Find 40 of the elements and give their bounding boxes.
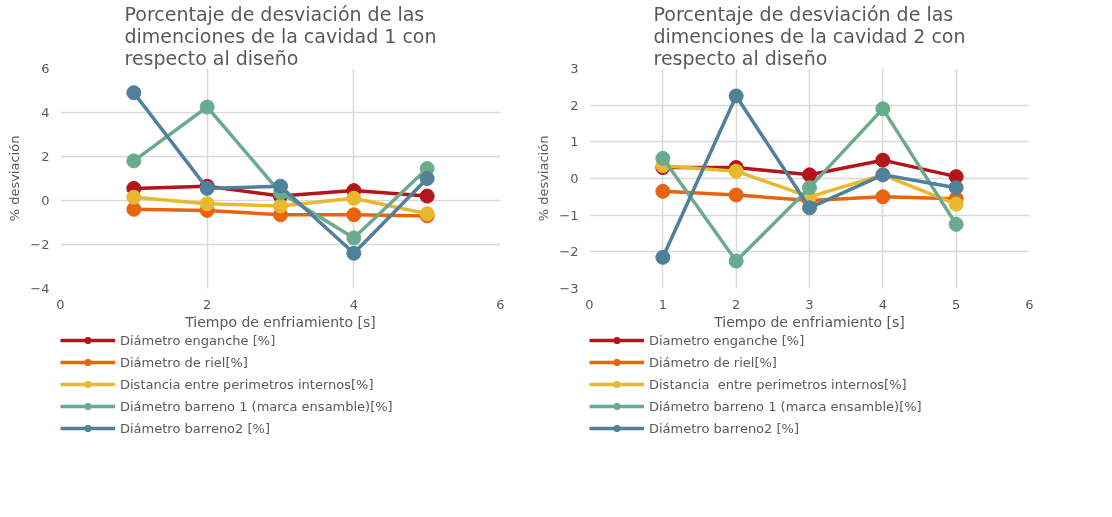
x-tick-label: 1 <box>658 296 667 312</box>
legend-label: Diámetro barreno 1 (marca ensamble)[%] <box>120 398 393 414</box>
chart-title: Porcentaje de desviación de las dimenciones de la cavidad 1 con respecto al diseño <box>124 2 437 69</box>
legend-label: Diámetro de riel[%] <box>120 354 248 370</box>
y-tick-label: 3 <box>570 61 579 76</box>
y-tick-label: 1 <box>570 134 579 150</box>
x-tick-label: 6 <box>496 296 505 312</box>
y-tick-label: 6 <box>41 61 50 76</box>
y-axis-title: % desviación <box>536 135 552 222</box>
y-tick-label: 4 <box>41 105 50 120</box>
x-tick-label: 0 <box>56 296 65 312</box>
legend-label: Diametro enganche [%] <box>649 332 805 348</box>
x-tick-label: 5 <box>952 296 961 312</box>
legend-label: Diámetro enganche [%] <box>120 332 276 348</box>
y-tick-label: −1 <box>559 207 579 223</box>
x-axis-title: Tiempo de enfriamiento [s] <box>184 313 376 330</box>
legend-label: Diámetro barreno2 [%] <box>649 420 799 436</box>
x-tick-label: 2 <box>203 296 212 312</box>
x-tick-label: 4 <box>349 296 358 312</box>
legend-label: Diámetro barreno 1 (marca ensamble)[%] <box>649 398 922 414</box>
y-axis-title: % desviación <box>7 135 23 222</box>
legend-label: Distancia entre perimetros internos[%] <box>649 376 907 392</box>
y-tick-label: −3 <box>559 281 579 296</box>
x-tick-label: 6 <box>1025 296 1034 312</box>
x-tick-label: 0 <box>585 296 594 312</box>
x-tick-label: 4 <box>878 296 887 312</box>
y-tick-label: 2 <box>570 97 579 113</box>
legend-label: Diámetro barreno2 [%] <box>120 420 270 436</box>
x-axis-title: Tiempo de enfriamiento [s] <box>713 313 905 330</box>
y-tick-label: 0 <box>570 171 579 186</box>
chart-title: Porcentaje de desviación de las dimenciones de la cavidad 2 con respecto al diseño <box>653 2 966 69</box>
legend-label: Distancia entre perimetros internos[%] <box>120 376 374 392</box>
x-tick-label: 2 <box>732 296 741 312</box>
y-tick-label: −2 <box>30 237 50 252</box>
x-tick-label: 3 <box>805 296 814 312</box>
y-tick-label: 2 <box>41 149 50 164</box>
y-tick-label: −4 <box>30 281 50 296</box>
legend-label: Diámetro de riel[%] <box>649 354 777 370</box>
y-tick-label: 0 <box>41 193 50 208</box>
y-tick-label: −2 <box>559 244 579 260</box>
